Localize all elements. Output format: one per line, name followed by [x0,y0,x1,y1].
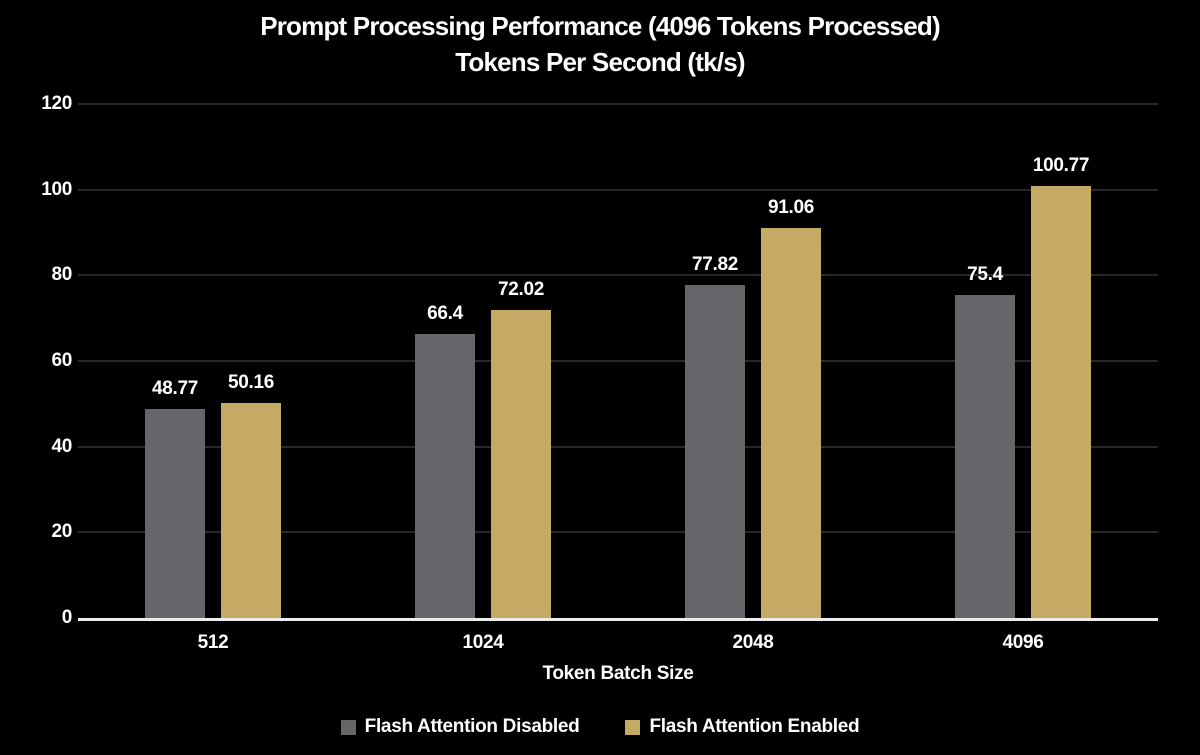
legend-label: Flash Attention Disabled [364,716,580,737]
bar-value-label: 48.77 [151,378,199,400]
bar-value-label: 91.06 [767,196,815,218]
bar-value-label: 77.82 [691,253,739,275]
gridline [78,531,1158,534]
bar-value-label: 75.4 [967,264,1003,286]
bar-1024-enabled [491,309,551,618]
bar-value-label: 72.02 [497,278,545,300]
legend-label: Flash Attention Enabled [649,716,860,737]
bar-4096-enabled [1031,186,1091,618]
bar-2048-disabled [685,284,745,618]
bar-value-label: 66.4 [427,302,463,324]
x-axis-title: Token Batch Size [542,663,694,684]
chart-subtitle: Tokens Per Second (tk/s) [455,47,745,77]
legend-swatch-icon [625,719,641,735]
gridline [78,274,1158,277]
y-axis-tick-label: 0 [61,607,73,628]
legend: Flash Attention Disabled Flash Attention … [0,716,1200,738]
y-axis: 0 20 40 60 80 100 120 [0,93,72,628]
legend-swatch-icon [340,719,356,735]
x-axis-tick-label: 2048 [732,632,774,653]
y-axis-tick-label: 120 [41,93,72,114]
y-axis-tick-label: 60 [51,350,72,371]
chart-title: Prompt Processing Performance (4096 Toke… [260,11,940,41]
bar-512-enabled [221,403,281,618]
legend-item: Flash Attention Enabled [625,716,860,738]
y-axis-tick-label: 40 [51,435,72,457]
x-axis-tick-label: 512 [197,632,229,653]
bar-4096-disabled [955,295,1015,618]
y-axis-tick-label: 100 [41,178,72,200]
bar-512-disabled [145,409,205,618]
bar-value-label: 100.77 [1032,155,1090,177]
gridline [78,103,1158,105]
legend-item: Flash Attention Disabled [340,716,580,738]
bar-1024-disabled [415,333,475,618]
gridline [78,445,1158,448]
x-axis-tick-label: 1024 [462,632,504,653]
gridline [78,360,1158,362]
y-axis-tick-label: 80 [51,264,72,286]
plot-area: 48.77 50.16 66.4 72.02 77.82 91.06 75.4 100.77 [78,103,1158,621]
y-axis-tick-label: 20 [51,521,72,543]
x-axis-tick-label: 4096 [1002,632,1044,653]
bar-2048-enabled [761,227,821,618]
x-axis: 512 1024 2048 4096 [78,632,1158,658]
chart-header: Prompt Processing Performance (4096 Toke… [0,8,1200,80]
gridline [78,188,1158,191]
bar-value-label: 50.16 [227,372,275,394]
